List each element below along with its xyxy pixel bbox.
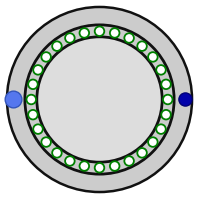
Circle shape (41, 52, 51, 62)
Circle shape (80, 161, 89, 171)
Circle shape (95, 26, 104, 36)
Circle shape (37, 37, 162, 162)
Circle shape (137, 148, 147, 158)
Circle shape (52, 41, 62, 51)
Circle shape (33, 65, 43, 75)
Circle shape (163, 95, 173, 104)
Circle shape (28, 80, 38, 89)
Circle shape (52, 148, 62, 158)
Circle shape (26, 95, 36, 104)
Circle shape (43, 43, 156, 156)
Circle shape (156, 124, 166, 134)
Circle shape (80, 28, 89, 38)
Circle shape (65, 33, 75, 43)
Circle shape (179, 93, 192, 106)
Circle shape (41, 137, 51, 147)
Circle shape (110, 161, 119, 171)
Circle shape (95, 163, 104, 173)
Circle shape (161, 80, 171, 89)
Circle shape (124, 33, 134, 43)
Circle shape (148, 137, 158, 147)
Circle shape (25, 25, 174, 174)
Circle shape (65, 156, 75, 166)
Circle shape (28, 110, 38, 119)
Circle shape (5, 91, 22, 108)
Circle shape (156, 65, 166, 75)
Circle shape (7, 7, 192, 192)
Circle shape (124, 156, 134, 166)
Circle shape (148, 52, 158, 62)
Circle shape (110, 28, 119, 38)
Circle shape (161, 110, 171, 119)
Circle shape (137, 41, 147, 51)
Circle shape (33, 124, 43, 134)
